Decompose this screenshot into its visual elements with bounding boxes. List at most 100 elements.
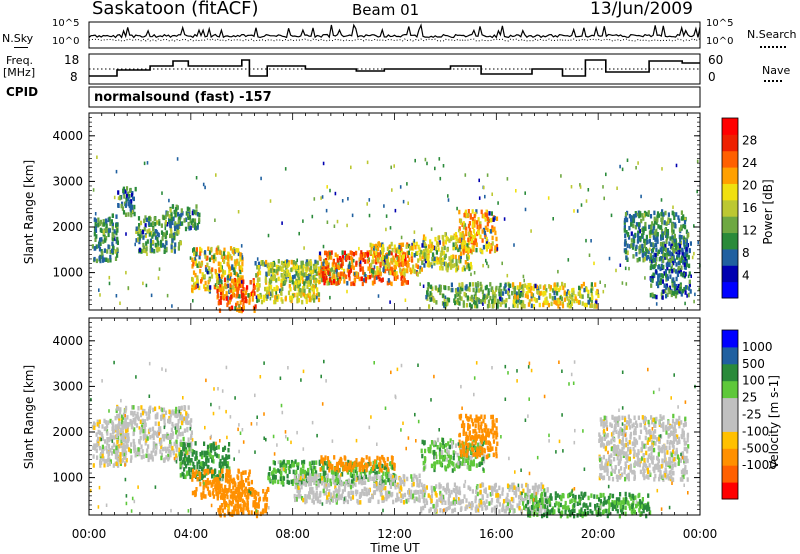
data-cell <box>464 173 467 177</box>
data-cell <box>360 250 363 255</box>
data-cell <box>443 297 446 302</box>
noise-right-tick-bottom: 10^0 <box>706 36 734 47</box>
data-cell <box>500 288 503 294</box>
data-cell <box>556 282 559 287</box>
data-cell <box>666 229 669 234</box>
data-cell <box>355 260 358 266</box>
data-cell <box>116 428 119 434</box>
data-cell <box>578 285 581 291</box>
data-cell <box>393 244 396 249</box>
data-cell <box>364 274 367 279</box>
data-cell <box>139 430 142 435</box>
data-cell <box>329 295 331 300</box>
data-cell <box>265 489 268 494</box>
data-cell <box>436 260 439 265</box>
data-cell <box>245 478 248 483</box>
data-cell <box>660 273 663 278</box>
data-cell <box>522 288 525 293</box>
data-cell <box>120 438 123 443</box>
data-cell <box>170 211 173 217</box>
data-cell <box>109 436 112 442</box>
data-cell <box>626 250 629 255</box>
data-cell <box>436 242 439 247</box>
data-cell <box>473 223 476 228</box>
data-cell <box>478 225 481 231</box>
data-cell <box>179 473 182 478</box>
data-cell <box>413 230 416 234</box>
data-cell <box>152 221 155 226</box>
data-cell <box>142 242 145 248</box>
data-cell <box>303 272 306 278</box>
data-cell <box>415 241 418 247</box>
data-cell <box>154 421 157 426</box>
data-cell <box>271 293 274 298</box>
data-cell <box>386 266 389 271</box>
data-cell <box>195 487 198 492</box>
data-cell <box>394 276 397 281</box>
data-cell <box>312 468 315 474</box>
data-cell <box>641 213 644 218</box>
data-cell <box>237 481 240 487</box>
data-cell <box>375 470 378 476</box>
data-cell <box>258 497 261 503</box>
data-cell <box>665 262 668 267</box>
data-cell <box>431 245 435 250</box>
noise-search-line <box>760 46 786 48</box>
data-cell <box>271 480 275 485</box>
data-cell <box>316 295 318 300</box>
data-cell <box>673 285 676 291</box>
data-cell <box>347 197 349 201</box>
data-cell <box>538 295 541 300</box>
data-cell <box>343 250 346 256</box>
data-cell <box>151 426 155 432</box>
data-cell <box>217 247 220 251</box>
data-cell <box>479 224 482 229</box>
data-cell <box>120 203 123 209</box>
data-cell <box>177 230 180 235</box>
data-cell <box>256 287 259 293</box>
data-cell <box>293 281 296 287</box>
data-cell <box>400 276 403 281</box>
data-cell <box>632 234 635 240</box>
noise-left-tick-bottom: 10^0 <box>52 36 80 47</box>
data-cell <box>473 303 477 309</box>
data-cell <box>301 473 305 479</box>
data-cell <box>651 258 654 264</box>
data-cell <box>201 450 204 456</box>
data-cell <box>393 482 397 488</box>
data-cell <box>105 426 108 431</box>
data-cell <box>272 260 275 266</box>
data-cell <box>378 456 381 462</box>
data-cell <box>133 204 136 210</box>
data-cell <box>246 285 249 290</box>
data-cell <box>354 482 357 487</box>
data-cell <box>128 200 131 206</box>
data-cell <box>229 306 232 312</box>
data-cell <box>213 284 216 290</box>
data-cell <box>329 268 332 273</box>
data-cell <box>645 249 648 254</box>
data-cell <box>116 433 119 439</box>
data-cell <box>283 275 286 280</box>
data-cell <box>100 451 103 457</box>
data-cell <box>416 264 419 270</box>
data-cell <box>320 269 323 274</box>
data-cell <box>671 228 674 233</box>
data-cell <box>381 463 384 469</box>
data-cell <box>193 465 196 470</box>
data-cell <box>228 473 231 479</box>
data-cell <box>429 297 432 302</box>
data-cell <box>215 173 217 177</box>
data-cell <box>372 250 376 255</box>
data-cell <box>515 189 517 193</box>
data-cell <box>107 420 110 425</box>
data-cell <box>396 492 399 498</box>
data-cell <box>297 490 300 495</box>
data-cell <box>96 155 98 159</box>
data-cell <box>374 273 377 278</box>
data-cell <box>299 287 302 293</box>
data-cell <box>185 471 189 477</box>
data-cell <box>242 287 245 292</box>
data-cell <box>554 288 557 293</box>
data-cell <box>637 161 639 165</box>
